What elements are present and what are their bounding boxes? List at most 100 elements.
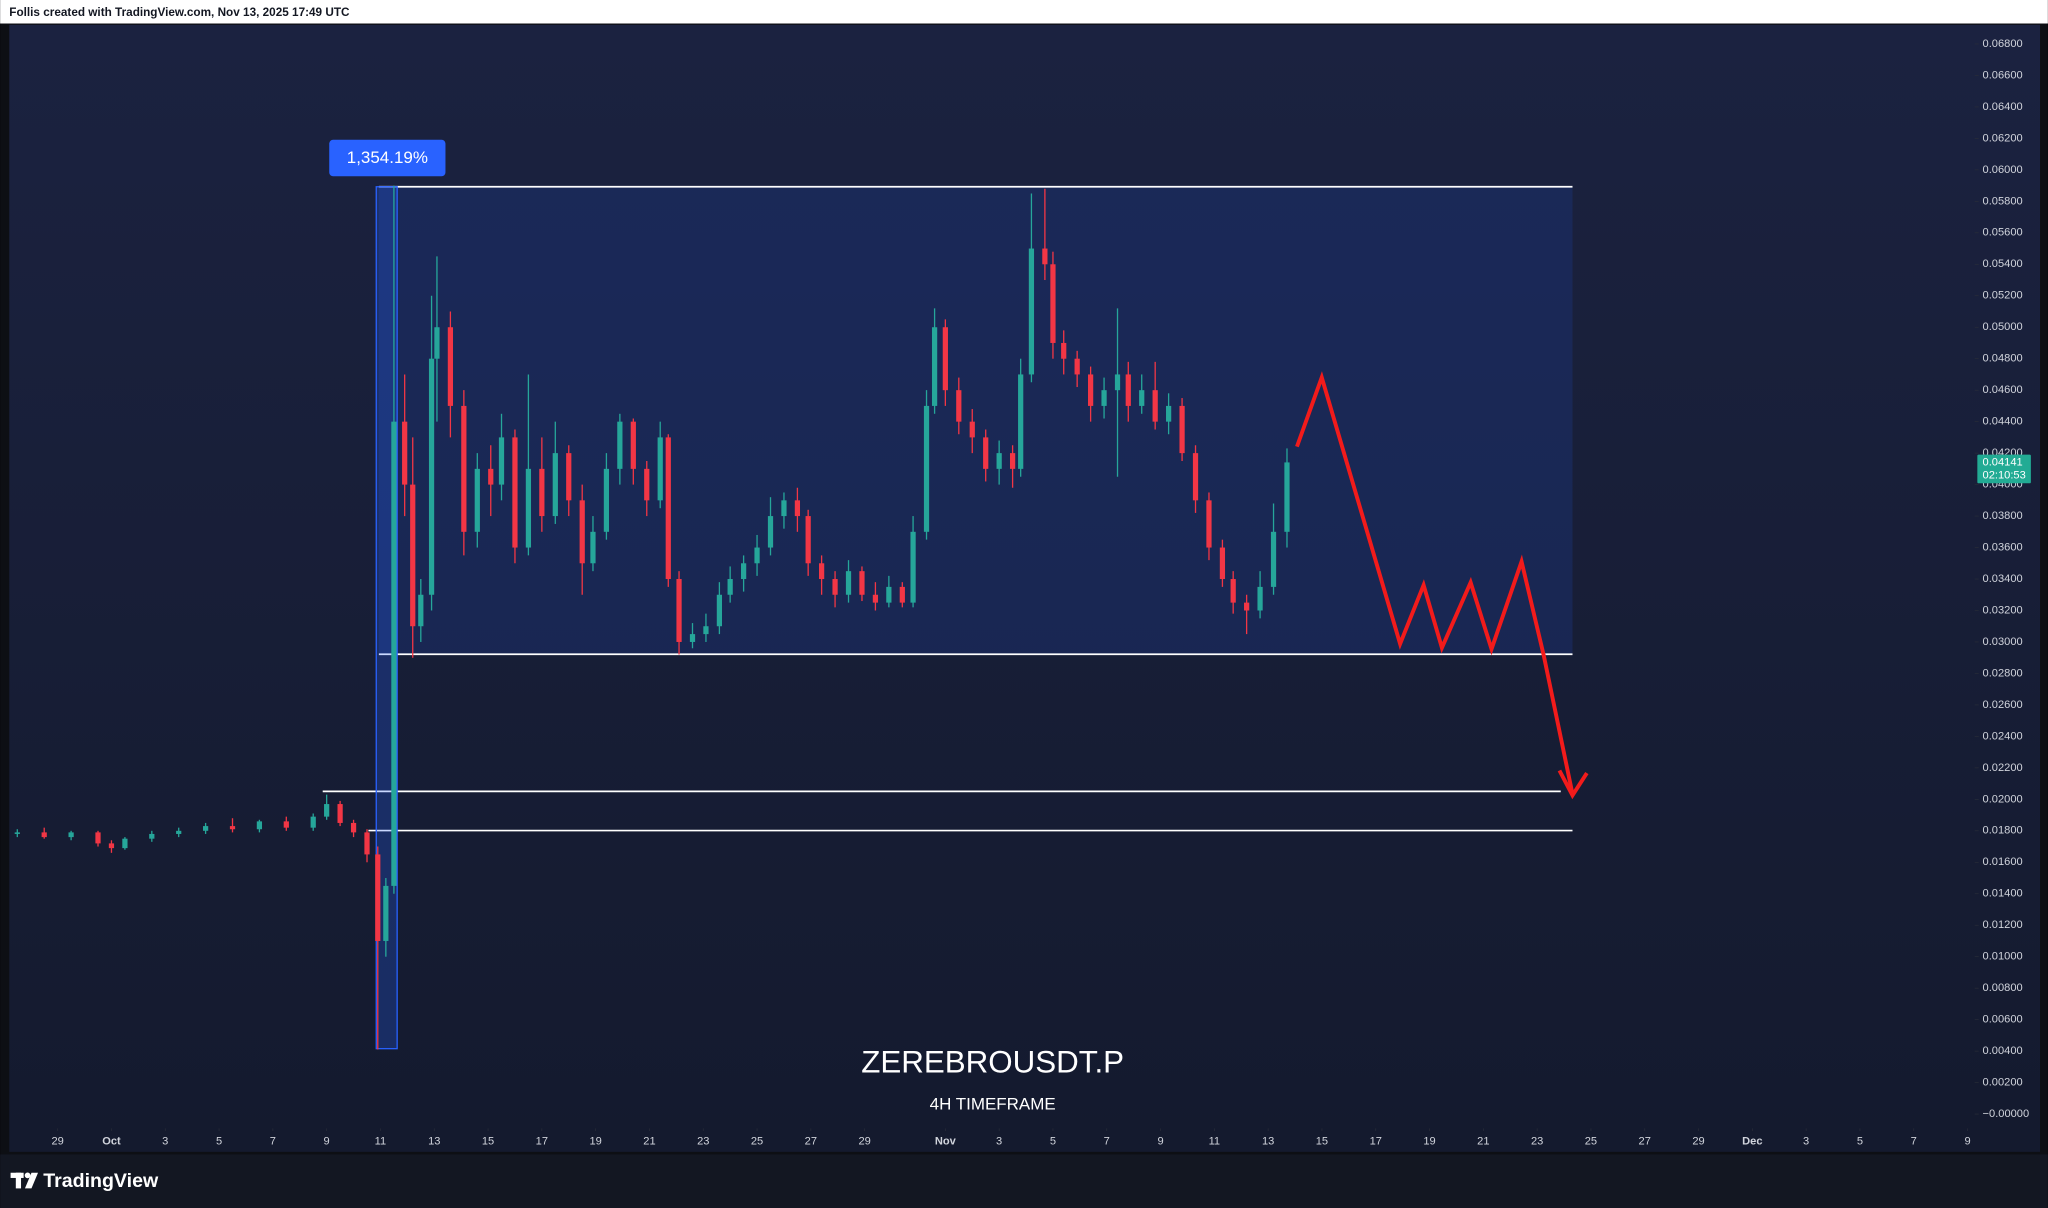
candle-body [579,500,585,564]
candle-body [1257,586,1263,611]
logo-text: TradingView [43,1170,159,1192]
candle-body [590,531,596,564]
candle-body [1125,374,1131,406]
candle-body [383,885,389,941]
x-tick-label: 5 [216,1135,222,1147]
candle-body [512,437,518,548]
top-bar [0,0,2048,24]
x-tick-label: 7 [1104,1135,1110,1147]
y-tick-label: 0.02200 [1983,762,2023,774]
candle-body [229,826,236,830]
candle-body [923,405,930,532]
symbol-watermark: ZEREBROUSDT.P [861,1045,1124,1080]
candle-body [644,468,650,501]
x-tick-label: 11 [375,1135,387,1147]
y-tick-label: 0.02600 [1983,699,2023,711]
candle-body [859,571,865,595]
y-tick-label: 0.00600 [1983,1014,2023,1026]
candle-body [1087,374,1094,406]
measure-label-box [329,139,446,177]
candle-body [1152,390,1158,422]
x-tick-label: 17 [1370,1135,1382,1147]
candle-body [1192,453,1199,501]
candle-body [1206,500,1212,548]
candle-body [1230,579,1236,603]
x-tick-label: 27 [1639,1135,1651,1147]
candle-body [1101,390,1107,406]
candle-body [122,838,128,849]
x-tick-label: 29 [1692,1135,1704,1147]
y-tick-label: 0.06200 [1983,132,2023,144]
y-tick-label: 0.05000 [1983,321,2023,333]
candle-body [1028,248,1035,375]
candle-body [461,405,467,532]
candle-body [428,358,435,595]
candle-body [657,437,663,501]
projection-arrowhead [1557,769,1589,800]
y-tick-label: −0.00000 [1983,1108,2030,1120]
candle-body [996,453,1002,469]
y-tick-label: 0.01800 [1983,825,2023,837]
candle-body [202,826,209,831]
candle-body [819,563,825,580]
candle-body [676,579,682,642]
y-tick-label: 0.05400 [1983,258,2023,270]
candle-body [149,833,155,839]
candle-body [1166,405,1172,422]
axes: 0.06800 0.06600 0.06400 0.06200 0.06000 0.058… [51,38,2031,1147]
candle-body [1114,374,1121,391]
x-tick-label: 15 [482,1135,494,1147]
x-tick-label: 7 [1911,1135,1917,1147]
x-tick-label: 9 [1964,1135,1970,1147]
y-tick-label: 0.00200 [1983,1077,2023,1089]
candle-body [402,421,408,485]
y-tick-label: 0.06800 [1983,38,2023,50]
candle-body [418,594,424,627]
y-tick-label: 0.01600 [1983,856,2023,868]
candle-body [727,579,733,595]
x-tick-label: 15 [1316,1135,1328,1147]
x-tick-label: Oct [102,1135,121,1147]
logo-icon [10,1172,39,1189]
candle-body [665,437,671,580]
y-tick-label: 0.06400 [1983,101,2023,113]
candle-body [539,468,545,517]
x-tick-label: 29 [51,1135,63,1147]
candle-body [108,843,115,849]
candle-body [391,421,397,886]
y-tick-label: 0.03600 [1983,541,2023,553]
bottom-bar [0,1154,2048,1208]
y-tick-label: 0.06000 [1983,164,2023,176]
chart-area [9,24,2041,1152]
y-tick-label: 0.06600 [1983,69,2023,81]
x-tick-label: 5 [1857,1135,1863,1147]
candle-body [1074,358,1080,375]
candle-body [447,327,454,406]
y-tick-label: 0.04800 [1983,353,2023,365]
x-tick-label: 13 [428,1135,440,1147]
candle-body [630,421,636,469]
candle-body [1018,374,1024,469]
candle-body [805,516,811,564]
x-tick-label: 19 [589,1135,601,1147]
candle-body [95,832,101,844]
x-tick-label: 21 [1477,1135,1489,1147]
candle-body [872,594,879,603]
x-tick-label: 17 [536,1135,548,1147]
candle-body [754,547,760,564]
candle-body [781,500,787,517]
candle-body [886,586,892,603]
y-tick-label: 0.05800 [1983,195,2023,207]
candle-body [899,586,905,603]
candle-body [375,854,381,941]
candle-body [794,500,801,517]
candle-body [68,832,74,838]
candle-body [910,531,916,603]
candle-body [740,563,747,580]
candle-body [942,327,948,391]
x-tick-label: 21 [643,1135,655,1147]
x-tick-label: 3 [162,1135,168,1147]
y-tick-label: 0.04600 [1983,384,2023,396]
y-tick-label: 0.00800 [1983,982,2023,994]
x-tick-label: 5 [1050,1135,1056,1147]
